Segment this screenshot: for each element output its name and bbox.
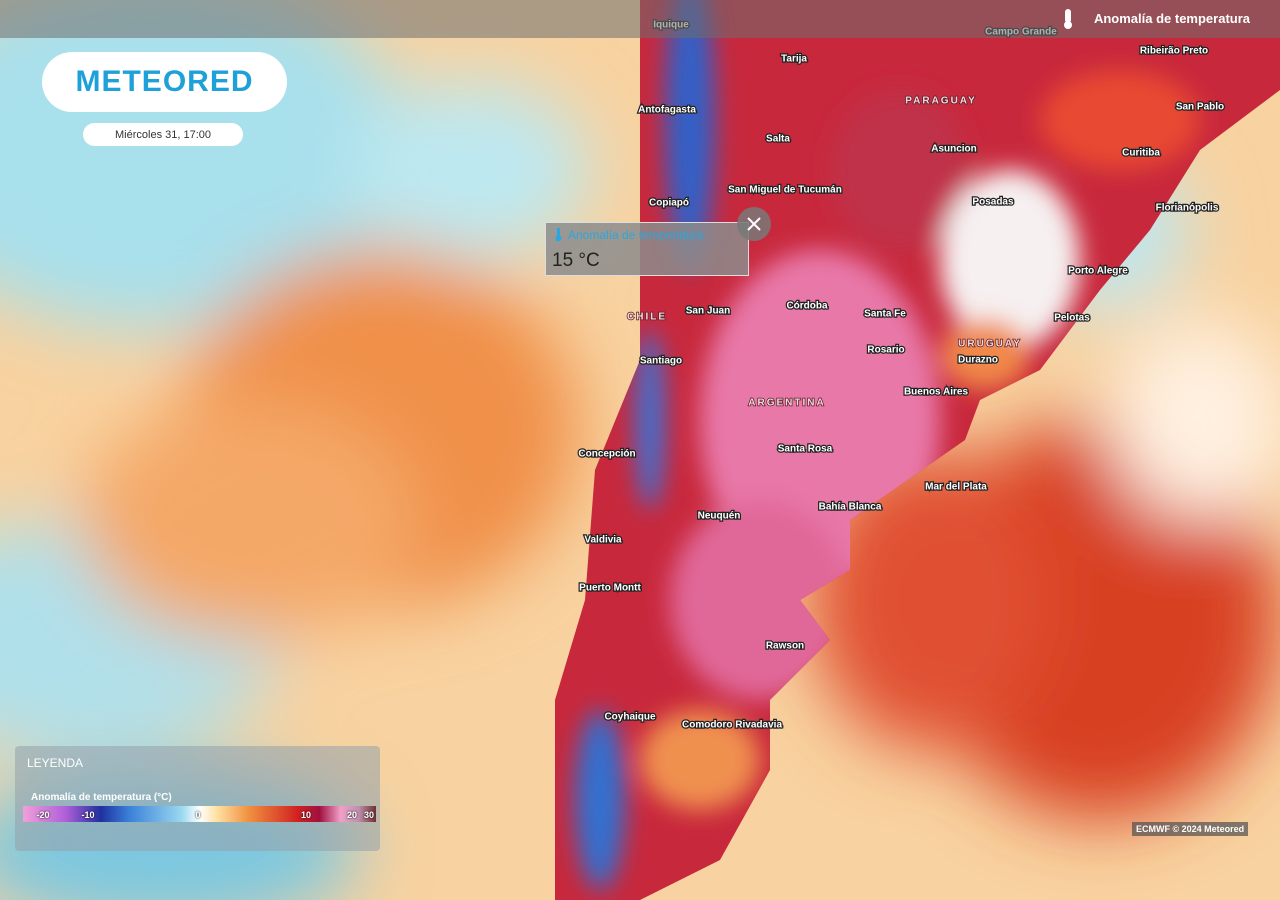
city-label: Coyhaique: [604, 712, 656, 723]
city-label: Santiago: [640, 356, 682, 367]
city-label: Tarija: [781, 54, 807, 65]
city-label: Durazno: [958, 355, 998, 366]
city-label: Florianópolis: [1156, 203, 1219, 214]
city-label: Concepción: [578, 449, 635, 460]
city-label: Buenos Aires: [904, 387, 969, 398]
place-labels: IquiqueCampo GrandeTarijaRibeirão PretoA…: [577, 18, 1225, 732]
city-label: Rosario: [867, 345, 904, 356]
city-label: Copiapó: [649, 198, 689, 209]
legend-tick: 10: [300, 810, 312, 820]
legend-tick: -20: [36, 810, 50, 820]
city-label: Posadas: [972, 197, 1014, 208]
logo[interactable]: METEORED: [42, 52, 287, 112]
legend-title: LEYENDA: [27, 756, 84, 770]
city-label: San Pablo: [1176, 102, 1224, 113]
legend-tick: -10: [81, 810, 95, 820]
credit: ECMWF © 2024 Meteored: [1132, 822, 1249, 836]
city-label: Puerto Montt: [579, 583, 641, 594]
city-label: Rawson: [766, 641, 804, 652]
city-label: Antofagasta: [638, 105, 696, 116]
layer-name[interactable]: Anomalía de temperatura: [1093, 11, 1250, 26]
city-label: Salta: [766, 134, 790, 145]
thermometer-icon: [1064, 9, 1072, 29]
country-label: URUGUAY: [958, 339, 1022, 350]
city-label: Pelotas: [1054, 313, 1090, 324]
legend-tick: 30: [363, 810, 375, 820]
top-bar: Anomalía de temperatura: [0, 0, 1280, 38]
city-label: Neuquén: [698, 511, 741, 522]
thermometer-icon: [555, 228, 562, 242]
city-label: Comodoro Rivadavia: [682, 720, 782, 731]
country-label: PARAGUAY: [905, 96, 977, 107]
forecast-time[interactable]: Miércoles 31, 17:00: [83, 123, 243, 146]
legend-subtitle: Anomalía de temperatura (°C): [31, 792, 172, 803]
color-scale: [23, 806, 376, 822]
city-label: Santa Rosa: [778, 444, 833, 455]
city-label: Ribeirão Preto: [1140, 46, 1208, 57]
country-label: ARGENTINA: [748, 398, 825, 409]
city-label: Córdoba: [786, 301, 828, 312]
city-label: Bahía Blanca: [819, 502, 882, 513]
legend-tick: 20: [346, 810, 358, 820]
legend-tick: 0: [195, 810, 201, 820]
city-label: Porto Alegre: [1068, 266, 1128, 277]
close-button[interactable]: [737, 207, 771, 241]
city-label: Curitiba: [1122, 148, 1160, 159]
close-icon: [747, 217, 761, 231]
city-label: Mar del Plata: [925, 482, 987, 493]
popup-value: 15 °C: [552, 250, 600, 271]
popup-title: Anomalía de temperatura: [568, 228, 704, 242]
city-label: San Miguel de Tucumán: [728, 185, 842, 196]
city-label: San Juan: [686, 306, 730, 317]
legend: LEYENDA Anomalía de temperatura (°C) -20…: [15, 746, 380, 851]
value-popup: Anomalía de temperatura 15 °C: [545, 222, 749, 276]
country-label: CHILE: [627, 312, 667, 323]
city-label: Santa Fe: [864, 309, 906, 320]
city-label: Valdivia: [584, 535, 622, 546]
city-label: Asuncion: [931, 144, 977, 155]
